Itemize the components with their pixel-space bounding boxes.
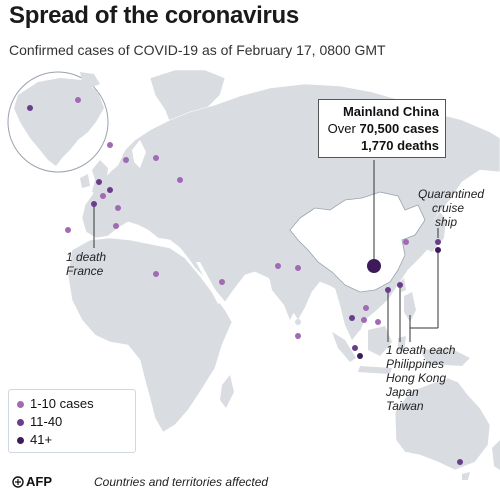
sumatra-landmass bbox=[332, 332, 356, 362]
legend-label: 41+ bbox=[30, 432, 53, 447]
case-marker-sri-lanka bbox=[295, 333, 301, 339]
case-marker-uk bbox=[96, 179, 102, 185]
case-marker-germany bbox=[107, 187, 113, 193]
sri-lanka-landmass bbox=[295, 319, 301, 325]
legend-item: 11-40 bbox=[17, 414, 62, 429]
case-marker-uae bbox=[219, 279, 225, 285]
asia-anno-line: Philippines bbox=[386, 357, 445, 371]
cruise-ship-annotation: Quarantined cruise ship bbox=[418, 187, 484, 229]
map-footnote: Countries and territories affected bbox=[94, 475, 269, 489]
callout-cases-line: Over 70,500 cases bbox=[325, 120, 439, 137]
case-marker-taiwan bbox=[397, 282, 403, 288]
case-marker-mainland-china bbox=[367, 259, 381, 273]
ship-anno-line: Quarantined bbox=[418, 187, 485, 201]
africa-landmass bbox=[67, 237, 233, 433]
case-marker-finland bbox=[107, 142, 113, 148]
case-marker-spain bbox=[65, 227, 71, 233]
case-legend: 1-10 cases 11-40 41+ bbox=[8, 389, 136, 453]
legend-label: 1-10 cases bbox=[30, 396, 94, 411]
new-zealand-landmass bbox=[492, 440, 500, 470]
legend-label: 11-40 bbox=[30, 414, 63, 429]
legend-dot-mid bbox=[17, 419, 24, 427]
ship-anno-line: ship bbox=[435, 215, 458, 229]
legend-item: 1-10 cases bbox=[17, 396, 94, 411]
asia-deaths-annotation: 1 death each Philippines Hong Kong Japan… bbox=[386, 343, 455, 413]
afp-logo-text: AFP bbox=[26, 474, 52, 489]
afp-logo-icon bbox=[12, 476, 24, 488]
philippines-landmass bbox=[404, 292, 416, 322]
madagascar-landmass bbox=[220, 375, 234, 408]
case-marker-russia bbox=[153, 155, 159, 161]
legend-dot-light bbox=[17, 401, 24, 409]
map-subtitle: Confirmed cases of COVID-19 as of Februa… bbox=[9, 42, 386, 58]
case-marker-cruise-ship bbox=[435, 247, 441, 253]
legend-item: 41+ bbox=[17, 432, 52, 447]
case-marker-india bbox=[295, 265, 301, 271]
india-landmass bbox=[268, 268, 305, 320]
case-marker-italy bbox=[115, 205, 121, 211]
case-marker-usa-west bbox=[27, 105, 33, 111]
callout-cases: 70,500 cases bbox=[359, 121, 439, 136]
case-marker-france bbox=[91, 201, 97, 207]
ireland-landmass bbox=[80, 174, 90, 188]
asia-anno-line: Hong Kong bbox=[386, 371, 447, 385]
case-marker-sweden bbox=[123, 157, 129, 163]
case-marker-usa-north bbox=[75, 97, 81, 103]
case-marker-malaysia bbox=[352, 345, 358, 351]
ship-anno-line: cruise bbox=[432, 201, 465, 215]
case-marker-singapore bbox=[357, 353, 363, 359]
case-marker-egypt bbox=[153, 271, 159, 277]
asia-anno-line: Japan bbox=[386, 385, 419, 399]
red-sea bbox=[196, 262, 222, 304]
globe-greenland bbox=[80, 72, 100, 88]
case-marker-russia-east bbox=[177, 177, 183, 183]
case-marker-japan bbox=[435, 239, 441, 245]
case-marker-nepal bbox=[275, 263, 281, 269]
callout-region: Mainland China bbox=[342, 104, 439, 119]
legend-dot-dark bbox=[17, 437, 24, 445]
asia-anno-line: 1 death each bbox=[386, 343, 456, 357]
france-death-annotation: 1 death France bbox=[66, 250, 106, 278]
china-callout-box: Mainland China Over 70,500 cases 1,770 d… bbox=[318, 99, 446, 158]
case-marker-australia bbox=[457, 459, 463, 465]
france-anno-line: France bbox=[66, 264, 104, 278]
uk-landmass bbox=[92, 160, 108, 195]
globe-north-america bbox=[14, 78, 104, 166]
case-marker-italy-south bbox=[113, 223, 119, 229]
case-marker-philippines bbox=[375, 319, 381, 325]
borneo-landmass bbox=[368, 326, 392, 356]
case-marker-hong-kong bbox=[385, 287, 391, 293]
tasmania-landmass bbox=[462, 472, 470, 480]
case-marker-belgium bbox=[100, 193, 106, 199]
australia-landmass bbox=[394, 377, 491, 471]
callout-cases-prefix: Over bbox=[327, 121, 356, 136]
case-marker-south-korea bbox=[403, 239, 409, 245]
case-marker-vietnam bbox=[363, 305, 369, 311]
map-title: Spread of the coronavirus bbox=[9, 2, 299, 29]
china-region bbox=[289, 191, 426, 293]
new-guinea-landmass bbox=[420, 348, 470, 366]
baltic-sea bbox=[132, 140, 146, 168]
java-landmass bbox=[358, 366, 392, 374]
france-anno-line: 1 death bbox=[66, 250, 107, 264]
afp-logo: AFP bbox=[12, 474, 52, 489]
case-marker-thailand bbox=[349, 315, 355, 321]
asia-anno-line: Taiwan bbox=[386, 399, 424, 413]
indochina-landmass bbox=[335, 280, 368, 340]
case-marker-cambodia bbox=[361, 317, 367, 323]
callout-deaths: 1,770 deaths bbox=[360, 138, 439, 153]
